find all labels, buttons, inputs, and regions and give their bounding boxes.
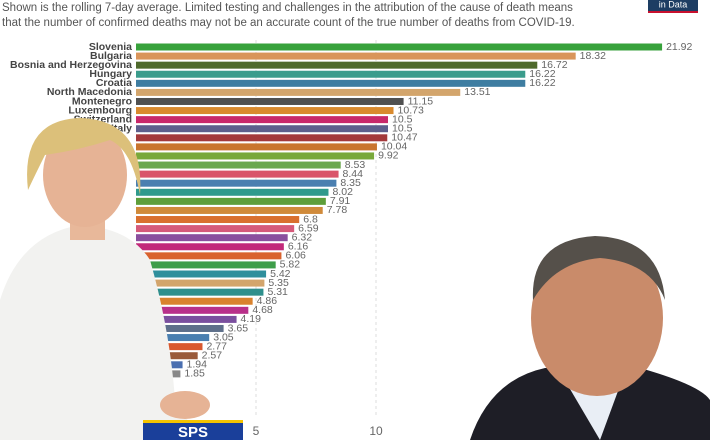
- value-label: 11.15: [408, 95, 434, 107]
- value-label: 10.5: [392, 123, 413, 135]
- bar: [136, 52, 576, 60]
- category-label: Hungary: [89, 68, 132, 80]
- value-label: 1.85: [184, 368, 205, 380]
- value-label: 4.68: [252, 304, 273, 316]
- photo-left-coat: [0, 225, 200, 440]
- category-label: Bulgaria: [90, 50, 132, 62]
- value-label: 5.35: [268, 277, 289, 289]
- value-label: 1.94: [187, 359, 208, 371]
- value-label: 21.92: [666, 41, 692, 53]
- value-label: 5.42: [270, 268, 291, 280]
- value-label: 16.22: [529, 68, 555, 80]
- value-label: 5.31: [267, 286, 288, 298]
- value-label: 8.02: [332, 186, 353, 198]
- photo-left-hands: [160, 391, 210, 419]
- bar: [136, 107, 394, 115]
- badge-text: SPS: [178, 424, 208, 440]
- value-label: 10.47: [391, 132, 417, 144]
- photo-left-hair: [27, 118, 141, 195]
- bar: [136, 161, 341, 169]
- bar: [136, 279, 265, 287]
- value-label: 9.92: [378, 150, 399, 162]
- value-label: 4.19: [241, 313, 262, 325]
- bar: [136, 188, 329, 196]
- bar: [136, 288, 264, 296]
- photo-right-hair: [532, 236, 665, 300]
- bar: [136, 261, 276, 269]
- bar: [136, 343, 203, 351]
- bar: [136, 197, 326, 205]
- bar: [136, 234, 288, 242]
- bar: [136, 116, 388, 124]
- photo-overlay: SPS: [0, 118, 710, 440]
- value-label: 6.16: [288, 241, 309, 253]
- plot: 5 10 21.92 Slovenia 18.32 Bulgaria 16.72 Bosnia…: [10, 40, 693, 438]
- x-tick-label: 10: [369, 424, 383, 438]
- bar: [136, 97, 404, 105]
- bar: [136, 61, 538, 69]
- badge-stripe: [143, 420, 243, 423]
- value-label: 10.73: [398, 104, 424, 116]
- bar: [136, 43, 663, 51]
- value-label: 6.59: [298, 222, 319, 234]
- bar: [136, 170, 339, 178]
- value-label: 18.32: [580, 50, 606, 62]
- category-label: Luxembourg: [68, 104, 132, 116]
- value-label: 3.65: [228, 322, 249, 334]
- bar: [136, 88, 461, 96]
- logo-box: [648, 0, 698, 11]
- logo-stripe: [648, 11, 698, 13]
- bar: [136, 70, 526, 78]
- subtitle-line: that the number of confirmed deaths may …: [2, 17, 575, 29]
- value-label: 4.86: [257, 295, 278, 307]
- x-tick-label: 5: [253, 424, 260, 438]
- bar: [136, 334, 210, 342]
- photo-right-face: [531, 240, 663, 396]
- bar: [136, 315, 237, 323]
- bar: [136, 152, 375, 160]
- category-label: Croatia: [96, 77, 132, 89]
- value-label: 2.57: [202, 350, 223, 362]
- value-label: 5.82: [280, 259, 301, 271]
- value-label: 10.5: [392, 113, 413, 125]
- value-label: 16.72: [541, 59, 567, 71]
- bar: [136, 270, 267, 278]
- badge-box: [143, 420, 243, 440]
- value-label: 3.05: [213, 331, 234, 343]
- value-label: 6.8: [303, 213, 318, 225]
- bar: [136, 297, 253, 305]
- bar: [136, 306, 249, 314]
- value-label: 6.32: [292, 231, 313, 243]
- value-label: 10.04: [381, 141, 407, 153]
- bar: [136, 225, 295, 233]
- category-label: North Macedonia: [47, 86, 132, 98]
- bar: [136, 216, 300, 224]
- value-label: 16.22: [529, 77, 555, 89]
- value-label: 6.06: [285, 250, 306, 262]
- value-label: 8.53: [345, 159, 366, 171]
- bar: [136, 134, 388, 142]
- bar: [136, 125, 388, 133]
- bar: [136, 324, 224, 332]
- logo-text: in Data: [659, 0, 688, 9]
- subtitle-line: Shown is the rolling 7-day average. Limi…: [2, 2, 573, 14]
- value-label: 2.77: [206, 340, 227, 352]
- category-label: Slovenia: [89, 41, 132, 53]
- value-label: 7.91: [330, 195, 351, 207]
- value-label: 8.44: [343, 168, 364, 180]
- value-label: 8.35: [340, 177, 361, 189]
- value-label: 13.51: [464, 86, 490, 98]
- category-label: Bosnia and Herzegovina: [10, 59, 132, 71]
- bar: [136, 206, 323, 214]
- bar: [136, 79, 526, 87]
- value-label: 7.78: [327, 204, 348, 216]
- bar: [136, 252, 282, 260]
- bar: [136, 179, 337, 187]
- bar: [136, 243, 284, 251]
- bar: [136, 143, 377, 151]
- category-label: Montenegro: [72, 95, 132, 107]
